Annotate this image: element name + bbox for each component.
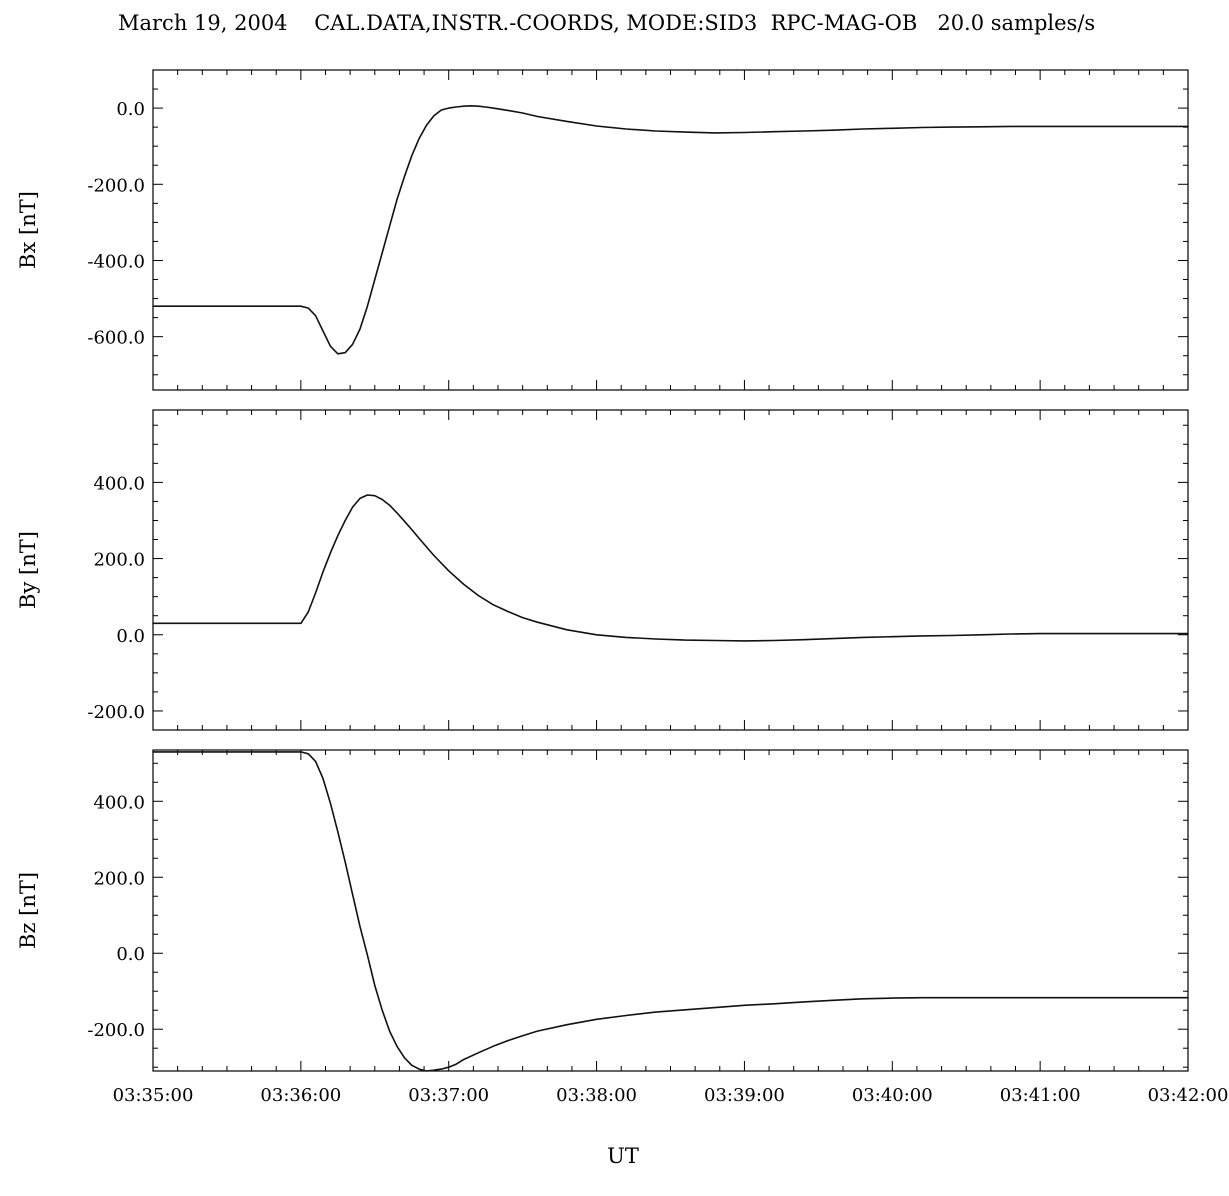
- bx-panel: 0.0 -200.0 -400.0 -600.0 Bx [nT]: [16, 69, 1189, 391]
- x-tick-label: 03:40:00: [852, 1085, 933, 1106]
- by-frame: [152, 409, 1189, 731]
- panels-group: 0.0 -200.0 -400.0 -600.0 Bx [nT] 400.0 200.0 0.…: [16, 69, 1229, 1106]
- chart-title: March 19, 2004 CAL.DATA,INSTR.-COORDS, M…: [118, 11, 1095, 35]
- by-y-tick-label: 0.0: [116, 626, 145, 647]
- by-y-axis-label: By [nT]: [16, 531, 40, 609]
- x-tick-label: 03:37:00: [408, 1085, 489, 1106]
- bx-y-tick-label: 0.0: [116, 99, 145, 120]
- x-tick-label: 03:41:00: [1000, 1085, 1081, 1106]
- bx-y-tick-label: -400.0: [87, 251, 145, 272]
- bz-y-tick-label: 400.0: [93, 792, 145, 813]
- bz-panel: 400.0 200.0 0.0 -200.0 Bz [nT] 03:35:00 03:36:…: [16, 749, 1229, 1106]
- bx-y-tick-label: -200.0: [87, 175, 145, 196]
- bz-frame: [152, 749, 1189, 1072]
- by-series-line: [152, 494, 1189, 642]
- x-tick-label: 03:36:00: [260, 1085, 341, 1106]
- by-y-tick-label: 200.0: [93, 550, 145, 571]
- x-tick-label: 03:38:00: [556, 1085, 637, 1106]
- bx-y-axis-label: Bx [nT]: [16, 191, 40, 269]
- bx-frame: [152, 69, 1189, 391]
- bz-y-tick-label: -200.0: [87, 1020, 145, 1041]
- by-y-tick-label: -200.0: [87, 702, 145, 723]
- by-panel: 400.0 200.0 0.0 -200.0 By [nT]: [16, 409, 1189, 731]
- by-y-tick-label: 400.0: [93, 473, 145, 494]
- bx-series-line: [152, 105, 1189, 355]
- bz-y-tick-label: 0.0: [116, 944, 145, 965]
- x-axis-label: UT: [607, 1144, 639, 1168]
- bx-y-tick-label: -600.0: [87, 328, 145, 349]
- x-tick-label: 03:39:00: [704, 1085, 785, 1106]
- x-tick-label: 03:35:00: [113, 1085, 194, 1106]
- bz-series-line: [152, 751, 1189, 1072]
- bz-y-axis-label: Bz [nT]: [16, 872, 40, 949]
- bz-y-tick-label: 200.0: [93, 868, 145, 889]
- x-tick-label: 03:42:00: [1148, 1085, 1229, 1106]
